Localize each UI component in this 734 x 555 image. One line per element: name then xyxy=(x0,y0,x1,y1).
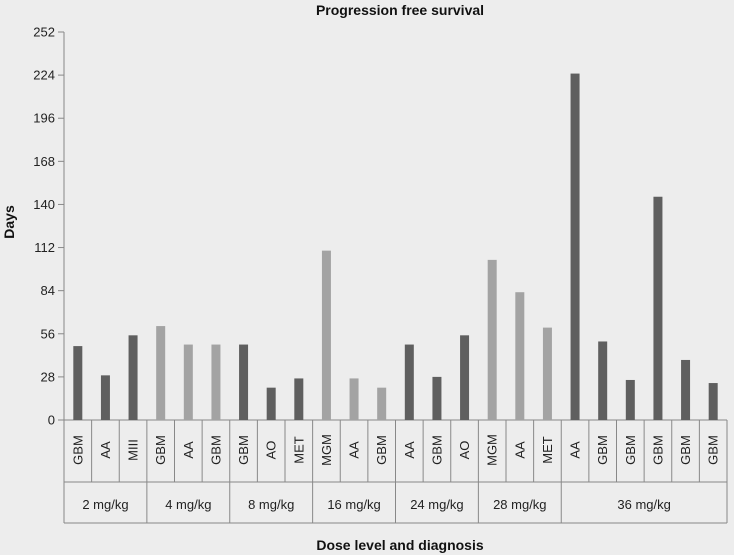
x-axis-label: Dose level and diagnosis xyxy=(316,537,483,553)
bar xyxy=(515,292,525,420)
bar xyxy=(239,344,249,420)
x-group-label: 24 mg/kg xyxy=(410,497,463,512)
bar xyxy=(211,344,221,420)
x-category-label: GBM xyxy=(236,435,251,465)
x-category-label: GBM xyxy=(595,435,610,465)
bar xyxy=(598,341,608,420)
x-category-label: AA xyxy=(568,441,583,459)
y-tick-label: 28 xyxy=(41,369,55,384)
x-category-label: MET xyxy=(540,436,555,464)
y-tick-label: 112 xyxy=(34,240,55,255)
bar xyxy=(542,327,552,420)
x-category-label: AO xyxy=(457,441,472,460)
x-group-label: 28 mg/kg xyxy=(493,497,546,512)
bar xyxy=(653,196,663,420)
y-tick-label: 168 xyxy=(33,154,55,169)
x-group-label: 8 mg/kg xyxy=(248,497,294,512)
bar xyxy=(708,383,718,420)
y-tick-label: 196 xyxy=(33,111,55,126)
bar xyxy=(156,326,166,420)
x-category-label: GBM xyxy=(678,435,693,465)
x-category-label: GBM xyxy=(208,435,223,465)
axes xyxy=(58,31,728,524)
x-category-label: GBM xyxy=(70,435,85,465)
y-tick-label: 252 xyxy=(33,25,55,40)
y-tick-label: 224 xyxy=(33,68,55,83)
y-tick-labels: 0 28 56 84 112 140 168 196 224 252 xyxy=(33,25,55,428)
x-category-label: MGM xyxy=(319,434,334,466)
x-category-label: GBM xyxy=(374,435,389,465)
bar xyxy=(294,378,304,420)
x-category-label: AA xyxy=(402,441,417,459)
x-category-label: MET xyxy=(291,436,306,464)
x-category-label: AO xyxy=(264,441,279,460)
bars xyxy=(73,73,718,421)
x-category-label: AA xyxy=(512,441,527,459)
y-axis-label: Days xyxy=(1,205,17,239)
bar xyxy=(460,335,470,420)
bar xyxy=(266,387,276,420)
bar xyxy=(183,344,193,420)
bar xyxy=(404,344,414,420)
y-tick-label: 140 xyxy=(33,197,55,212)
x-group-labels: 2 mg/kg 4 mg/kg 8 mg/kg 16 mg/kg 24 mg/kg 28 … xyxy=(82,497,671,512)
x-category-label: MIII xyxy=(126,439,141,461)
x-category-label: MGM xyxy=(485,434,500,466)
x-category-label: GBM xyxy=(153,435,168,465)
bar xyxy=(570,73,580,421)
bar xyxy=(681,359,691,420)
bar xyxy=(377,387,387,420)
x-category-label: AA xyxy=(181,441,196,459)
x-group-label: 16 mg/kg xyxy=(327,497,380,512)
chart-title: Progression free survival xyxy=(316,2,484,18)
x-group-label: 2 mg/kg xyxy=(82,497,128,512)
bar xyxy=(432,376,442,420)
bar xyxy=(349,378,359,420)
bar xyxy=(487,259,497,420)
bar xyxy=(73,346,83,420)
x-group-label: 36 mg/kg xyxy=(617,497,670,512)
x-category-label: GBM xyxy=(650,435,665,465)
x-category-label: GBM xyxy=(429,435,444,465)
x-group-label: 4 mg/kg xyxy=(165,497,211,512)
y-tick-label: 84 xyxy=(41,283,55,298)
y-tick-label: 56 xyxy=(41,326,55,341)
y-tick-label: 0 xyxy=(48,413,55,428)
bar xyxy=(321,250,331,420)
bar xyxy=(100,375,110,420)
x-category-labels: GBM AA MIII GBM AA GBM GBM AO MET MGM AA GBM AA GBM AO… xyxy=(70,434,720,466)
bar xyxy=(625,379,635,420)
bar xyxy=(128,335,138,420)
x-category-label: AA xyxy=(98,441,113,459)
x-category-label: GBM xyxy=(623,435,638,465)
x-category-label: AA xyxy=(347,441,362,459)
x-category-label: GBM xyxy=(706,435,721,465)
